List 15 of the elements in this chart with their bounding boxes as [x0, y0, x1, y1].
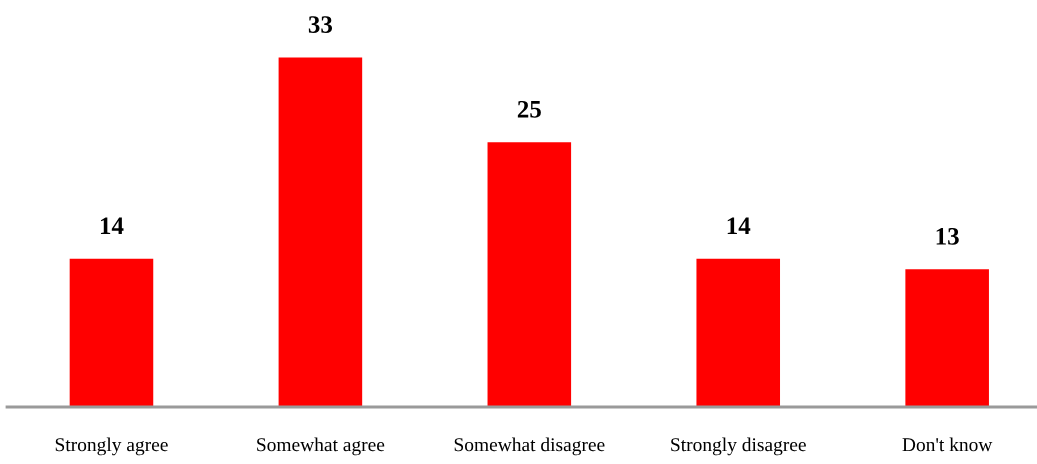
bar [69, 258, 154, 407]
data-label: 13 [936, 227, 959, 245]
x-tick-label: Strongly disagree [671, 437, 806, 456]
data-label: 14 [100, 217, 124, 234]
data-label: 14 [727, 217, 751, 234]
bar [696, 258, 781, 407]
bar [905, 269, 989, 407]
x-tick-label: Strongly agree [55, 437, 168, 456]
x-tick-label: Don't know [902, 437, 993, 452]
bar [278, 57, 363, 407]
x-tick-label: Somewhat agree [257, 437, 385, 456]
data-label: 33 [308, 16, 333, 33]
x-tick-label: Somewhat disagree [454, 437, 605, 456]
data-label: 25 [517, 100, 541, 118]
bar [487, 142, 572, 407]
